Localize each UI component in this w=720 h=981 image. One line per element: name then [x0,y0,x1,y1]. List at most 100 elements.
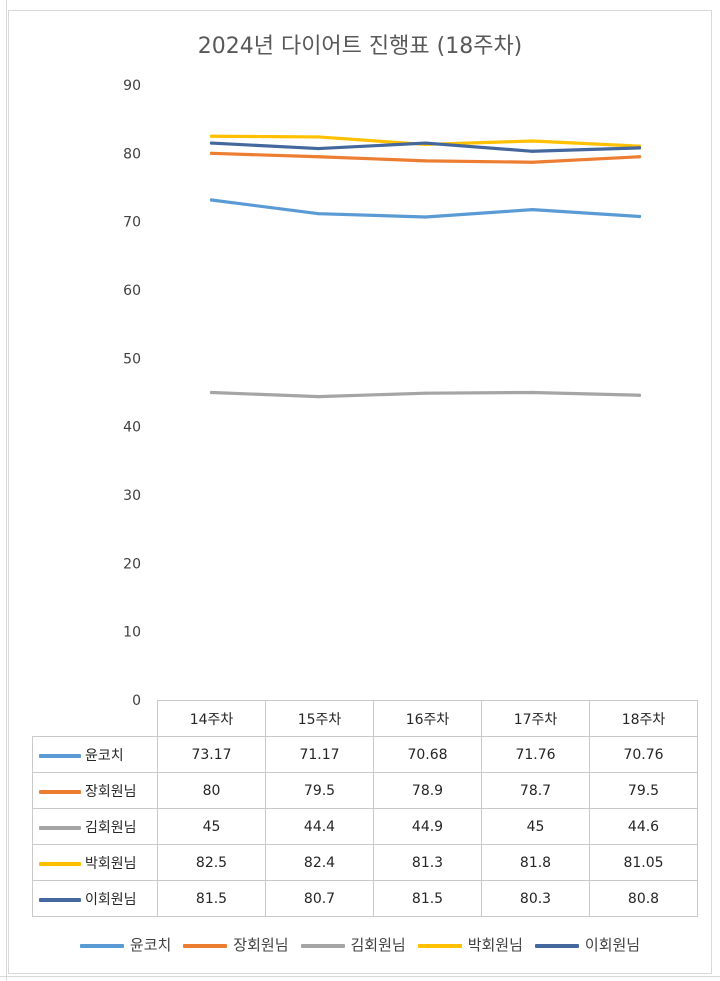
table-cell: 44.6 [589,808,698,845]
series-swatch [39,789,81,794]
table-cell: 45 [481,808,590,845]
chart-title: 2024년 다이어트 진행표 (18주차) [197,34,523,59]
data-point[interactable] [209,198,214,202]
data-point[interactable] [316,212,321,216]
legend-swatch [183,943,228,948]
table-cell: 79.5 [589,772,698,809]
series-swatch [39,753,81,758]
table-cell: 78.9 [373,772,482,809]
category-label: 15주차 [265,700,374,737]
series-swatch [39,861,81,866]
series-name: 박회원님 [85,855,137,872]
data-point[interactable] [530,139,535,143]
series-name: 장회원님 [85,783,137,800]
data-point[interactable] [209,390,214,395]
data-point[interactable] [316,155,321,159]
data-point[interactable] [530,208,535,212]
legend-swatch [417,943,462,948]
category-label: 17주차 [481,700,590,737]
y-tick-label: 30 [123,488,141,504]
table-cell: 80.7 [265,880,374,917]
data-point[interactable] [209,134,214,138]
legend-item[interactable]: 윤코치 [79,934,172,955]
y-tick-label: 50 [123,351,141,367]
legend-label: 이회원님 [584,936,641,954]
data-point[interactable] [209,151,214,155]
data-point[interactable] [316,395,321,399]
category-label: 16주차 [373,700,482,737]
data-point[interactable] [423,391,428,395]
series-swatch [39,897,81,902]
legend-item[interactable]: 장회원님 [183,934,289,955]
table-cell: 44.9 [373,808,482,845]
table-row: 장회원님 80 79.5 78.9 78.7 79.5 [32,772,698,809]
series-name: 이회원님 [85,891,137,908]
table-cell: 78.7 [481,772,590,809]
category-label: 14주차 [157,700,266,737]
y-tick-label: 70 [123,215,141,231]
data-point[interactable] [316,135,321,139]
table-cell: 71.17 [265,736,374,773]
legend-swatch [300,943,345,948]
table-cell: 80 [157,772,266,809]
table-row: 윤코치 73.17 71.17 70.68 71.76 70.76 [32,736,698,773]
legend-item[interactable]: 김회원님 [300,934,406,955]
table-cell: 71.76 [481,736,590,773]
table-row: 김회원님 45 44.4 44.9 45 44.6 [32,808,698,845]
series-name: 윤코치 [85,747,124,764]
legend-label: 장회원님 [233,936,289,954]
series-line[interactable] [209,198,642,219]
chart-legend: 윤코치 장회원님 김회원님 박회원님 이회원님 [0,934,720,955]
data-point[interactable] [423,159,428,163]
table-cell: 44.4 [265,808,374,845]
table-cell: 80.8 [589,880,698,917]
table-cell: 81.5 [373,880,482,917]
table-cell: 81.8 [481,844,590,881]
table-cell: 81.05 [589,844,698,881]
legend-swatch [79,943,124,948]
y-tick-label: 10 [123,625,141,641]
data-point[interactable] [530,149,535,153]
table-cell: 81.5 [157,880,266,917]
data-point[interactable] [423,215,428,219]
table-corner [32,700,158,737]
data-point[interactable] [316,146,321,151]
table-cell: 45 [157,808,266,845]
table-cell: 82.4 [265,844,374,881]
data-point[interactable] [637,393,642,397]
table-cell: 81.3 [373,844,482,881]
table-row: 이회원님 81.5 80.7 81.5 80.3 80.8 [32,880,698,917]
table-cell: 70.68 [373,736,482,773]
series-swatch [39,825,81,830]
table-cell: 82.5 [157,844,266,881]
category-label: 18주차 [589,700,698,737]
data-point[interactable] [209,141,214,145]
table-row: 박회원님 82.5 82.4 81.3 81.8 81.05 [32,844,698,881]
legend-swatch [534,943,579,948]
sheet-gridline [0,976,720,977]
y-tick-label: 60 [123,283,141,299]
data-point[interactable] [530,160,535,164]
y-tick-label: 80 [123,146,141,162]
data-point[interactable] [423,141,428,145]
data-point[interactable] [637,214,642,219]
table-cell: 80.3 [481,880,590,917]
y-tick-label: 40 [123,420,141,436]
legend-item[interactable]: 박회원님 [417,934,523,955]
series-name: 김회원님 [85,819,137,836]
sheet-gridline [6,0,7,981]
legend-item[interactable]: 이회원님 [534,934,641,955]
y-tick-label: 90 [123,78,141,94]
table-cell: 73.17 [157,736,266,773]
legend-label: 윤코치 [129,936,172,954]
table-cell: 79.5 [265,772,374,809]
legend-label: 박회원님 [467,936,523,954]
y-tick-label: 20 [123,556,141,572]
data-point[interactable] [637,155,642,159]
legend-label: 김회원님 [350,936,406,954]
table-cell: 70.76 [589,736,698,773]
data-point[interactable] [637,146,642,150]
data-point[interactable] [530,390,535,395]
